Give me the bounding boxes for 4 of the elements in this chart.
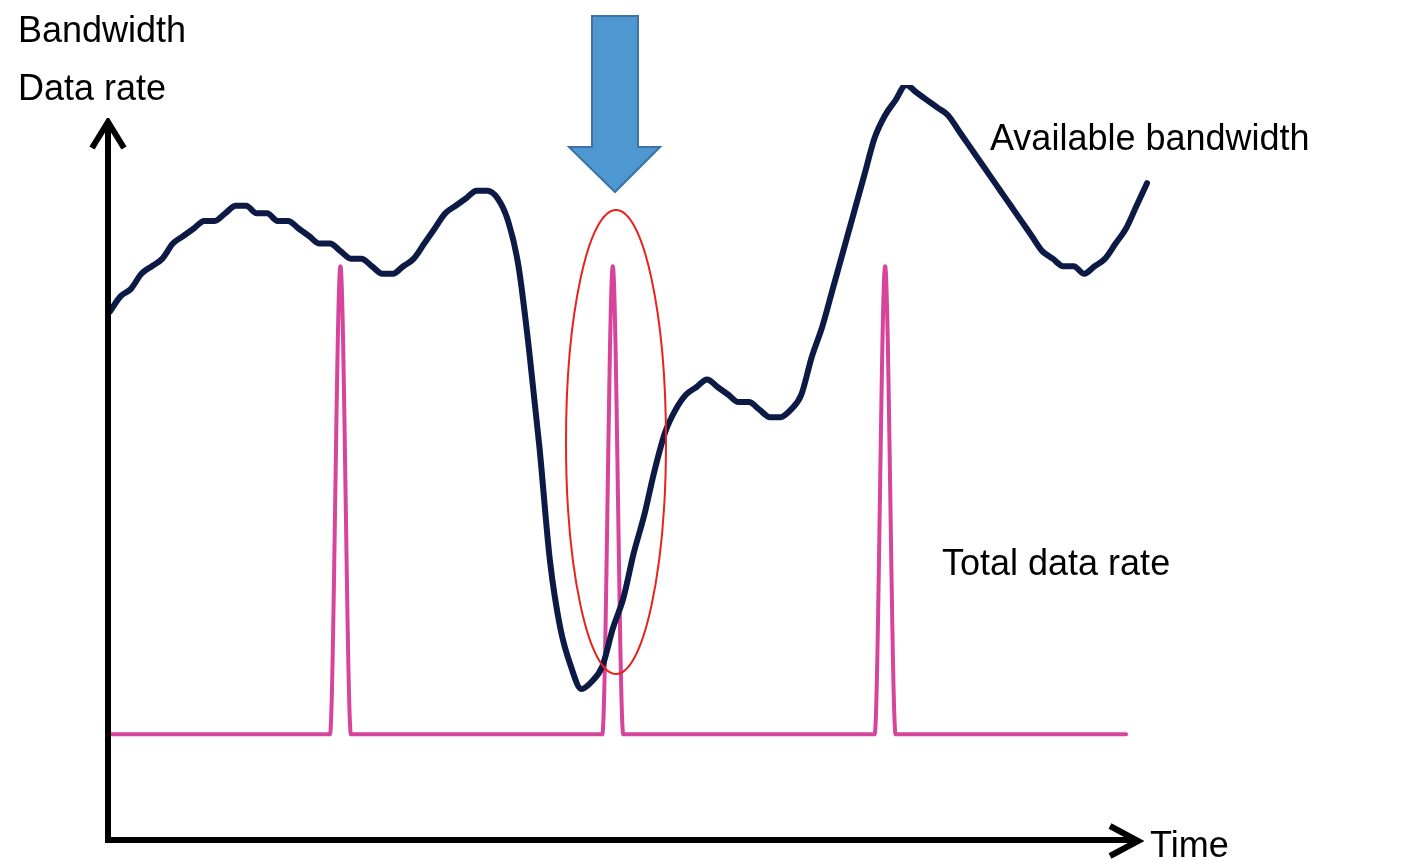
series-label: Available bandwidth bbox=[990, 117, 1310, 158]
x-axis-title: Time bbox=[1150, 824, 1229, 861]
series-label: Total data rate bbox=[942, 542, 1171, 583]
y-axis-title: Bandwidth Data rate bbox=[18, 9, 187, 108]
